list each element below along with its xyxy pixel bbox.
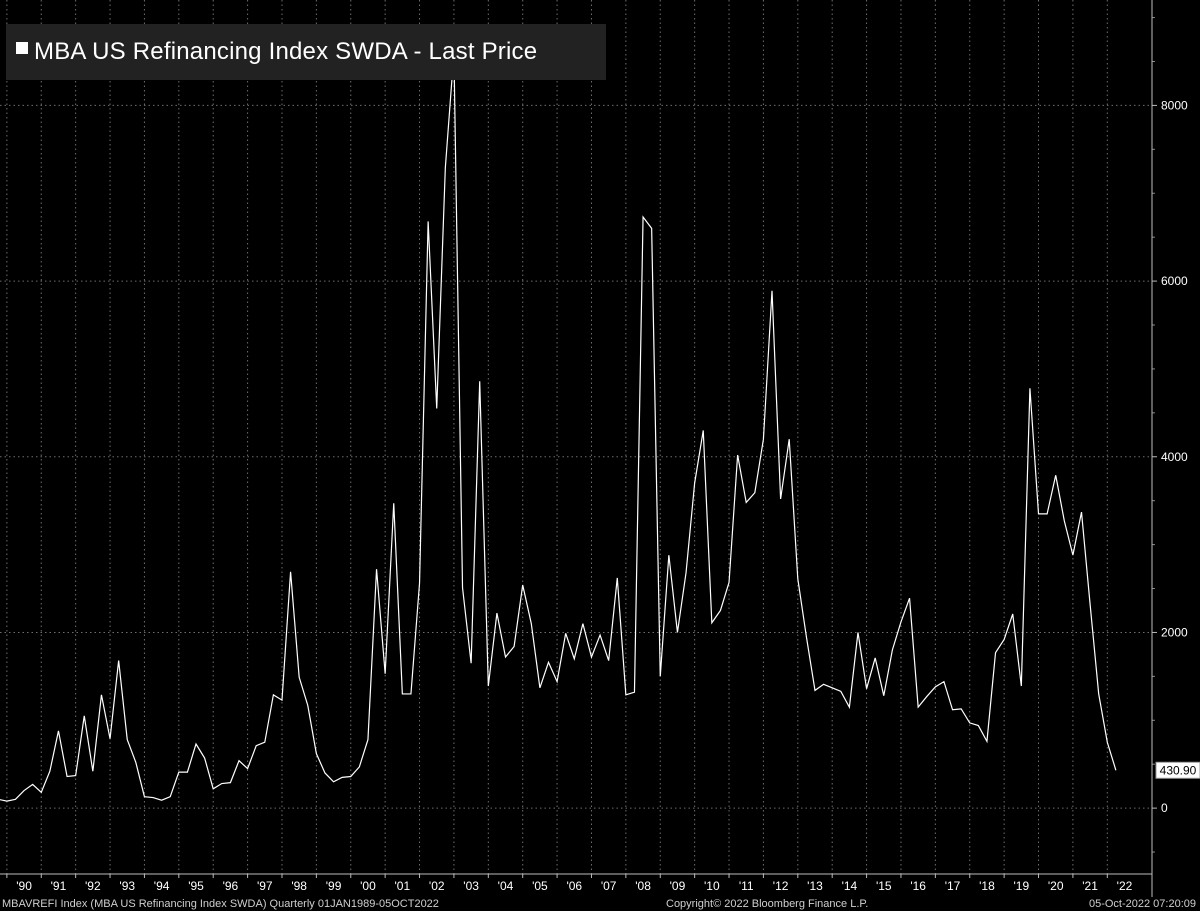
x-tick-label: '93 (119, 879, 135, 893)
x-tick-label: '20 (1048, 879, 1064, 893)
footer: MBAVREFI Index (MBA US Refinancing Index… (0, 897, 1200, 911)
legend: MBA US Refinancing Index SWDA - Last Pri… (6, 24, 606, 80)
y-tick-label: 8000 (1161, 98, 1188, 112)
x-tick-label: '05 (532, 879, 548, 893)
y-tick-label: 4000 (1161, 450, 1188, 464)
x-tick-label: '04 (498, 879, 514, 893)
footer-copyright: Copyright© 2022 Bloomberg Finance L.P. (666, 898, 869, 910)
last-value-box (1155, 761, 1200, 779)
x-tick-label: '10 (704, 879, 720, 893)
last-value-layer: 430.90 (1155, 761, 1200, 779)
x-tick-label: '92 (85, 879, 101, 893)
x-tick-label: '15 (876, 879, 892, 893)
x-tick-label: '14 (842, 879, 858, 893)
x-tick-label: '01 (395, 879, 411, 893)
x-tick-label: '07 (601, 879, 617, 893)
x-tick-label: '19 (1014, 879, 1030, 893)
x-tick-label: '11 (739, 879, 754, 893)
y-axis: 0 2000 4000 6000 8000 (1151, 0, 1188, 897)
x-tick-label: '91 (51, 879, 67, 893)
series-line (0, 52, 1117, 802)
x-tick-label: '03 (463, 879, 479, 893)
x-axis: '90 '91 '92 '93 '94 '95 '96 '97 '98 '99 '00 '01 '02 '… (0, 873, 1152, 893)
x-tick-label: '17 (945, 879, 961, 893)
y-tick-label: 2000 (1161, 625, 1188, 639)
x-tick-label: '18 (979, 879, 995, 893)
x-tick-label: '06 (566, 879, 582, 893)
x-tick-label: '08 (635, 879, 651, 893)
x-tick-label: '95 (188, 879, 204, 893)
x-tick-label: '97 (257, 879, 273, 893)
x-tick-label: '16 (910, 879, 926, 893)
x-tick-label: '21 (1082, 879, 1098, 893)
series-layer (0, 52, 1117, 802)
x-tick-label: '96 (223, 879, 239, 893)
grid-layer (0, 0, 1152, 874)
last-value-label: 430.90 (1160, 763, 1197, 777)
x-tick-label: '99 (326, 879, 342, 893)
x-tick-label: '02 (429, 879, 445, 893)
y-tick-label: 0 (1161, 801, 1168, 815)
x-tick-label: '98 (291, 879, 307, 893)
x-tick-label: '12 (773, 879, 789, 893)
x-tick-label: '00 (360, 879, 376, 893)
x-tick-label: '94 (154, 879, 170, 893)
legend-swatch (16, 42, 28, 54)
x-tick-label: '13 (807, 879, 823, 893)
x-tick-label: '90 (16, 879, 32, 893)
x-tick-label: '09 (670, 879, 686, 893)
y-tick-label: 6000 (1161, 274, 1188, 288)
x-tick-label: '22 (1117, 879, 1133, 893)
legend-title: MBA US Refinancing Index SWDA - Last Pri… (34, 38, 538, 65)
footer-ticker-info: MBAVREFI Index (MBA US Refinancing Index… (2, 898, 439, 910)
footer-timestamp: 05-Oct-2022 07:20:09 (1088, 898, 1196, 910)
